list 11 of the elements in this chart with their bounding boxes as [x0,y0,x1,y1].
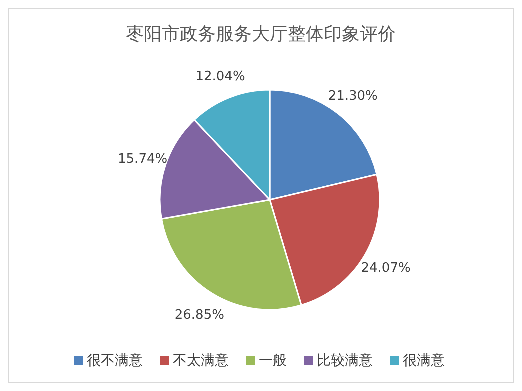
legend-label: 很满意 [403,353,445,369]
data-label: 15.74% [118,152,168,167]
legend-label: 一般 [259,353,287,369]
legend-label: 比较满意 [317,353,373,369]
data-label: 26.85% [174,308,224,324]
data-label: 21.30% [328,88,378,104]
chart-title: 枣阳市政务服务大厅整体印象评价 [126,24,396,45]
legend-label: 不太满意 [173,353,229,369]
data-label: 24.07% [361,261,411,276]
legend-label: 很不满意 [87,353,143,369]
data-label: 12.04% [196,69,246,84]
